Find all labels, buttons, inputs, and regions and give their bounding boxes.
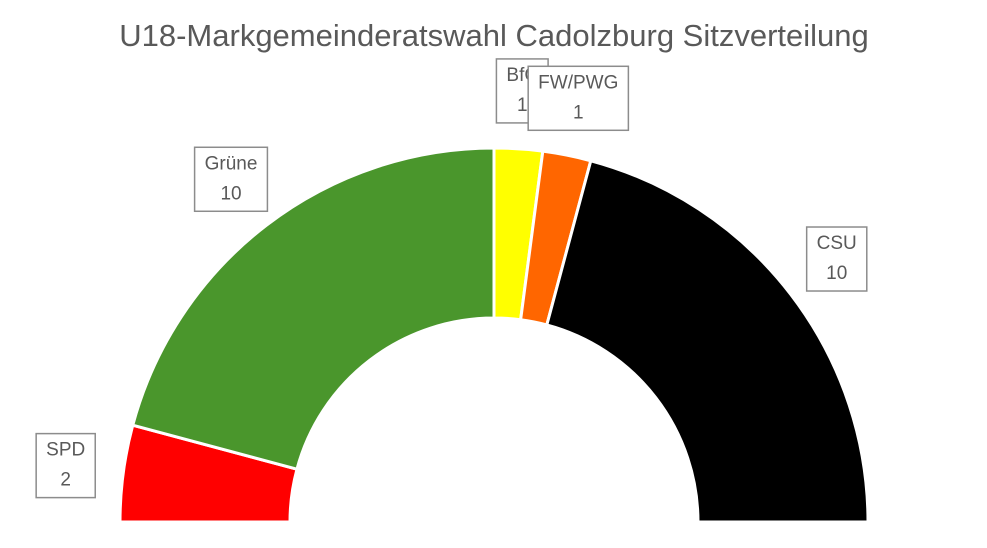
label-name: Grüne: [205, 153, 258, 174]
segment: [130, 146, 496, 472]
label-box: [35, 432, 96, 499]
label-box: [193, 146, 269, 213]
label-name: SPD: [46, 440, 85, 461]
label-name: CSU: [817, 233, 857, 254]
label-box: [805, 226, 868, 292]
segment: [544, 158, 870, 524]
label-value: 1: [573, 102, 584, 123]
label-box: [527, 65, 630, 132]
label-value: 1: [517, 95, 528, 116]
label-value: 2: [60, 470, 71, 491]
label-name: FW/PWG: [538, 72, 618, 93]
label-value: 10: [826, 263, 847, 284]
label-value: 10: [220, 183, 241, 204]
chart-title: U18-Markgemeinderatswahl Cadolzburg Sitz…: [119, 18, 869, 53]
